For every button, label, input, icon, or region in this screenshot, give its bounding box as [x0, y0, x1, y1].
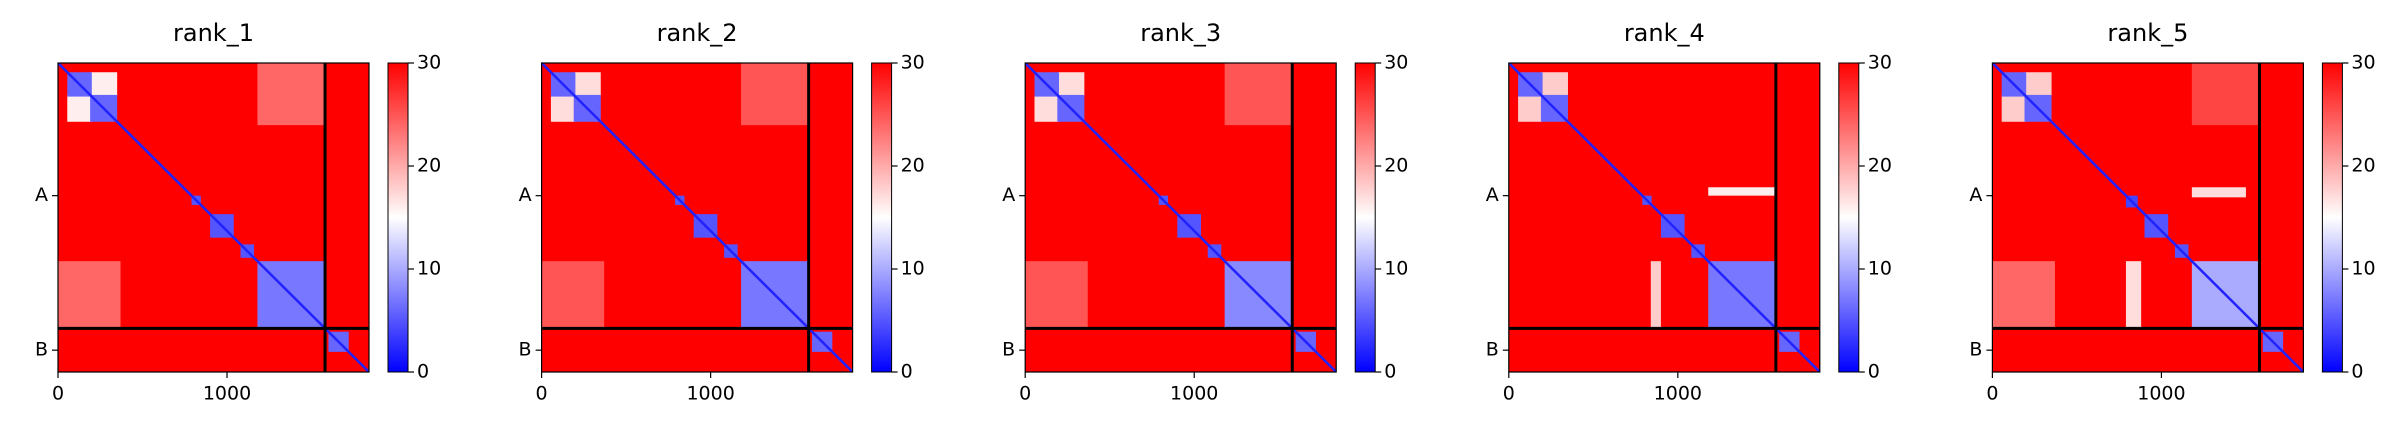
- heatmap-region: [550, 94, 576, 122]
- plot-frame: [57, 62, 370, 373]
- heatmap-region: [1540, 72, 1568, 97]
- y-tick-label: A: [1486, 184, 1499, 206]
- x-tick-label: 0: [52, 383, 64, 405]
- heatmap-region: [2001, 94, 2027, 122]
- plot-frame: [1024, 62, 1337, 373]
- y-tick-label: A: [35, 184, 48, 206]
- y-tick-label: B: [1969, 339, 1982, 361]
- x-tick-label: 0: [1503, 383, 1515, 405]
- y-tick-label: B: [35, 339, 48, 361]
- x-tick-label: 1000: [1170, 383, 1218, 405]
- colorbar-tick-label: 20: [2351, 155, 2375, 177]
- colorbar-tick-label: 10: [1384, 258, 1408, 280]
- heatmap-region: [1025, 261, 1088, 329]
- heatmap-region: [541, 261, 605, 329]
- heatmap: [1025, 63, 1337, 372]
- heatmap: [1508, 63, 1820, 372]
- x-tick-label: 0: [1019, 383, 1031, 405]
- heatmap-region: [1992, 261, 2055, 329]
- x-tick-label: 1000: [203, 383, 251, 405]
- plot-frame: [540, 62, 854, 373]
- heatmap-region: [257, 63, 326, 126]
- heatmap: [541, 63, 853, 372]
- colorbar-tick-label: 0: [901, 361, 913, 383]
- diagonal: [1508, 63, 1820, 372]
- colorbar: [2321, 62, 2343, 373]
- x-tick-label: 1000: [686, 383, 734, 405]
- colorbar-tick-label: 10: [1868, 258, 1892, 280]
- y-tick-label: A: [519, 184, 532, 206]
- y-tick-label: A: [1002, 184, 1015, 206]
- colorbar-tick-label: 20: [1868, 155, 1892, 177]
- x-tick-label: 0: [1986, 383, 1998, 405]
- heatmap-region: [1708, 187, 1776, 196]
- heatmap-region: [2024, 72, 2052, 97]
- colorbar-tick-label: 30: [901, 52, 925, 74]
- panel-title: rank_5: [2107, 19, 2188, 47]
- y-tick-label: B: [519, 339, 532, 361]
- colorbar-tick-label: 0: [1384, 361, 1396, 383]
- heatmap-region: [2191, 63, 2260, 126]
- colorbar-tick-label: 20: [901, 155, 925, 177]
- colorbar-tick-label: 30: [2351, 52, 2375, 74]
- heatmap-region: [1650, 261, 1661, 329]
- y-tick-label: A: [1969, 184, 1982, 206]
- colorbar-tick-label: 30: [417, 52, 441, 74]
- x-tick-label: 1000: [2137, 383, 2185, 405]
- heatmap-region: [741, 63, 809, 126]
- colorbar: [387, 62, 409, 373]
- heatmap-region: [58, 261, 121, 329]
- colorbar-tick-label: 10: [2351, 258, 2375, 280]
- panel-title: rank_1: [173, 19, 254, 47]
- colorbar: [1354, 62, 1376, 373]
- panel-title: rank_4: [1624, 19, 1705, 47]
- heatmap-region: [2125, 261, 2142, 329]
- heatmap-region: [1057, 72, 1085, 97]
- x-tick-label: 0: [536, 383, 548, 405]
- plot-frame: [1508, 62, 1821, 373]
- heatmap-region: [1034, 94, 1060, 122]
- colorbar-tick-label: 0: [2351, 361, 2363, 383]
- colorbar-tick-label: 20: [1384, 155, 1408, 177]
- colorbar-tick-label: 10: [901, 258, 925, 280]
- y-tick-label: B: [1002, 339, 1015, 361]
- y-tick-label: B: [1486, 339, 1499, 361]
- colorbar: [1838, 62, 1860, 373]
- plot-frame: [1991, 62, 2305, 373]
- heatmap: [58, 63, 369, 372]
- heatmap-region: [573, 72, 601, 97]
- heatmap-region: [1518, 94, 1543, 122]
- colorbar-tick-label: 0: [1868, 361, 1880, 383]
- colorbar-tick-label: 20: [417, 155, 441, 177]
- diagonal: [541, 63, 853, 372]
- panel-title: rank_3: [1140, 19, 1221, 47]
- colorbar-tick-label: 0: [417, 361, 429, 383]
- x-tick-label: 1000: [1654, 383, 1702, 405]
- panel-title: rank_2: [657, 19, 738, 47]
- colorbar-tick-label: 10: [417, 258, 441, 280]
- colorbar-tick-label: 30: [1384, 52, 1408, 74]
- heatmap-region: [67, 94, 92, 122]
- colorbar: [871, 62, 893, 373]
- diagonal: [1992, 63, 2304, 372]
- diagonal: [58, 63, 369, 372]
- colorbar-tick-label: 30: [1868, 52, 1892, 74]
- diagonal: [1025, 63, 1337, 372]
- heatmap: [1992, 63, 2304, 372]
- heatmap-region: [2191, 187, 2246, 198]
- heatmap-region: [90, 72, 118, 97]
- heatmap-region: [1224, 63, 1293, 126]
